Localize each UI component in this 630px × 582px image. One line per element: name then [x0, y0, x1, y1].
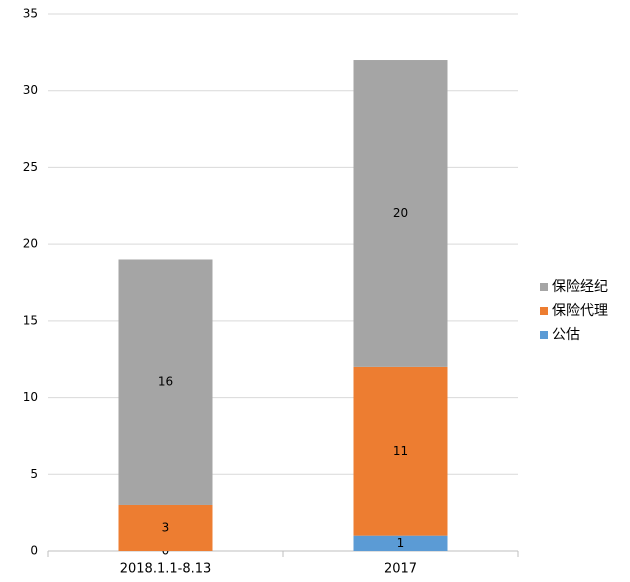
data-label: 11	[393, 444, 408, 458]
y-tick-label: 10	[23, 390, 38, 404]
bar-segment	[353, 366, 448, 536]
bar-segment	[118, 259, 213, 505]
legend-label: 保险代理	[552, 303, 608, 319]
y-tick-label: 5	[30, 467, 38, 481]
y-tick-label: 0	[30, 544, 38, 558]
x-tick-label: 2017	[384, 562, 417, 577]
data-label: 3	[162, 520, 170, 534]
y-tick-label: 35	[23, 7, 38, 21]
x-tick-label: 2018.1.1-8.13	[120, 562, 212, 577]
data-label: 20	[393, 206, 408, 220]
bar-segment	[353, 535, 448, 551]
legend-swatch	[540, 331, 548, 339]
y-tick-label: 30	[23, 83, 38, 97]
data-label: 1	[397, 536, 405, 550]
legend-label: 公估	[552, 327, 580, 343]
bar-segment	[118, 504, 213, 551]
y-tick-label: 20	[23, 237, 38, 251]
legend-swatch	[540, 307, 548, 315]
data-label: 16	[158, 375, 173, 389]
bar-segment	[353, 60, 448, 367]
y-tick-label: 25	[23, 160, 38, 174]
y-tick-label: 15	[23, 313, 38, 327]
legend-swatch	[540, 283, 548, 291]
legend-label: 保险经纪	[552, 279, 608, 295]
